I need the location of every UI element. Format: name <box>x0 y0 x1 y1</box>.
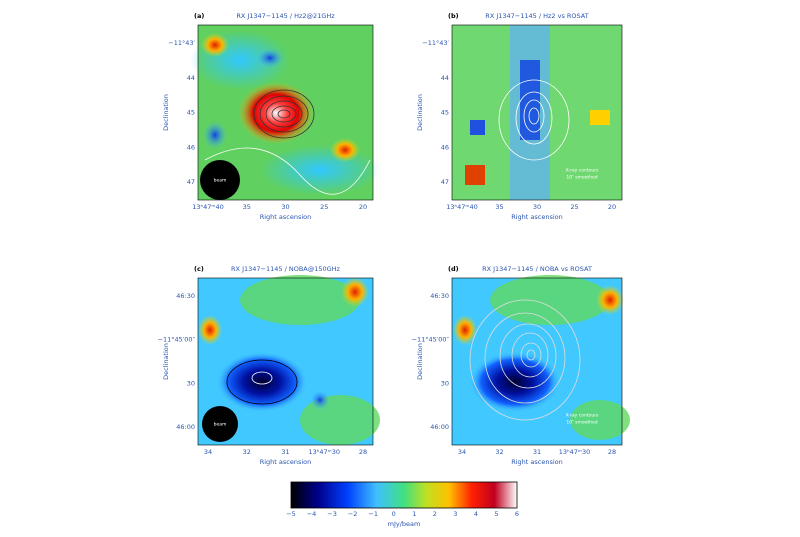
colorbar-tick-label: 6 <box>515 510 519 518</box>
x-tick-label: 32 <box>495 448 503 456</box>
x-axis-label: Right ascension <box>511 458 563 466</box>
panel-frame <box>451 277 623 446</box>
colorbar-tick-label: −2 <box>348 510 358 518</box>
colorbar-tick-label: 2 <box>433 510 437 518</box>
colorbar-tick-label: 0 <box>392 510 396 518</box>
panel-title: RX J1347−1145 / NOBA vs ROSAT <box>482 265 592 273</box>
panel-frame <box>451 24 623 201</box>
annotation: 10″ smoothed <box>566 175 597 181</box>
x-tick-label: 13ʰ47ᵐ30 <box>559 448 591 456</box>
panel-label: (d) <box>448 265 459 273</box>
x-tick-label: 28 <box>359 448 367 456</box>
panel-frame <box>197 277 374 446</box>
x-tick-label: 31 <box>281 448 289 456</box>
colorbar-tick-label: 1 <box>412 510 416 518</box>
x-tick-label: 28 <box>608 448 616 456</box>
x-tick-label: 30 <box>281 203 289 211</box>
annotation: X-ray contours <box>566 413 599 419</box>
x-tick-label: 35 <box>495 203 503 211</box>
x-tick-label: 25 <box>570 203 578 211</box>
annotation: X-ray contours <box>566 168 599 174</box>
x-tick-label: 34 <box>458 448 466 456</box>
y-tick-label: 46:30 <box>430 292 449 300</box>
colorbar-tick-label: 4 <box>474 510 478 518</box>
x-tick-label: 31 <box>533 448 541 456</box>
colorbar-tick-label: −5 <box>286 510 296 518</box>
y-tick-label: −11°45′00″ <box>412 336 450 344</box>
x-tick-label: 13ʰ47ᵐ30 <box>309 448 341 456</box>
x-tick-label: 34 <box>204 448 212 456</box>
x-tick-label: 25 <box>320 203 328 211</box>
y-axis-label: Declination <box>416 94 424 131</box>
y-tick-label: −11°45′00″ <box>158 336 196 344</box>
x-tick-label: 30 <box>533 203 541 211</box>
map-c <box>198 275 380 445</box>
y-tick-label: 46 <box>441 143 449 151</box>
panel-title: RX J1347−1145 / Hz2 vs ROSAT <box>485 12 588 20</box>
y-axis-label: Declination <box>162 343 170 380</box>
y-tick-label: 30 <box>441 379 449 387</box>
annotation: beam <box>214 422 227 428</box>
map-a <box>190 25 380 200</box>
y-tick-label: 47 <box>441 178 449 186</box>
y-tick-label: 46:30 <box>176 292 195 300</box>
annotation: 10″ smoothed <box>566 420 597 426</box>
y-tick-label: 47 <box>187 178 195 186</box>
panel-title: RX J1347−1145 / NOBA@150GHz <box>231 265 341 273</box>
y-tick-label: −11°43′ <box>422 39 449 47</box>
colorbar-tick-label: −1 <box>368 510 378 518</box>
y-axis-label: Declination <box>162 94 170 131</box>
x-tick-label: 20 <box>608 203 616 211</box>
colorbar-tick-label: 5 <box>494 510 498 518</box>
panel-label: (a) <box>194 12 204 20</box>
x-tick-label: 20 <box>359 203 367 211</box>
y-tick-label: 45 <box>441 109 449 117</box>
y-axis-label: Declination <box>416 343 424 380</box>
colorbar-tick-label: −3 <box>327 510 337 518</box>
colorbar <box>290 481 518 509</box>
colorbar-label: mJy/beam <box>388 520 421 528</box>
y-tick-label: −11°43′ <box>168 39 195 47</box>
panel-label: (c) <box>194 265 204 273</box>
panel-label: (b) <box>448 12 459 20</box>
colorbar-tick-label: 3 <box>453 510 457 518</box>
x-tick-label: 13ʰ47ᵐ40 <box>446 203 478 211</box>
y-tick-label: 45 <box>187 109 195 117</box>
x-tick-label: 32 <box>243 448 251 456</box>
panel-frame <box>197 24 374 201</box>
panel-title: RX J1347−1145 / Hz2@21GHz <box>236 12 335 20</box>
x-tick-label: 35 <box>243 203 251 211</box>
y-tick-label: 46:00 <box>176 423 195 431</box>
colorbar-tick-label: −4 <box>307 510 317 518</box>
annotation: beam <box>214 178 227 184</box>
map-b <box>452 25 622 200</box>
x-axis-label: Right ascension <box>260 213 312 221</box>
map-d <box>452 275 630 445</box>
x-axis-label: Right ascension <box>511 213 563 221</box>
y-tick-label: 44 <box>441 74 449 82</box>
y-tick-label: 44 <box>187 74 195 82</box>
y-tick-label: 46 <box>187 143 195 151</box>
x-tick-label: 13ʰ47ᵐ40 <box>192 203 224 211</box>
x-axis-label: Right ascension <box>260 458 312 466</box>
y-tick-label: 46:00 <box>430 423 449 431</box>
y-tick-label: 30 <box>187 379 195 387</box>
